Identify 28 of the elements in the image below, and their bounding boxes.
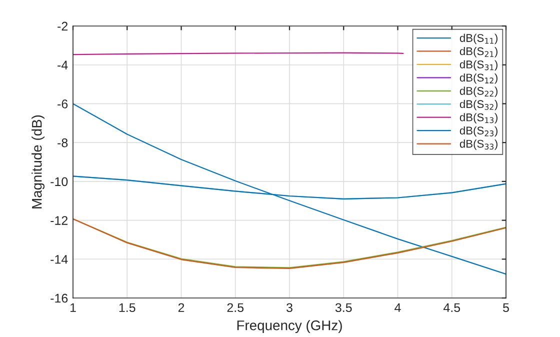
- legend-label: dB(S$_{31}$): [460, 60, 498, 71]
- y-axis-title: Magnitude (dB): [32, 115, 45, 208]
- legend-label: dB(S$_{13}$): [460, 113, 498, 124]
- x-tick-label: 3: [286, 303, 292, 312]
- legend-label: dB(S$_{23}$): [460, 126, 498, 137]
- x-tick-label: 2.5: [227, 303, 244, 312]
- y-tick-label: -10: [50, 177, 68, 186]
- x-tick-label: 1.5: [119, 303, 136, 312]
- y-tick-label: -12: [50, 216, 68, 225]
- y-tick-label: -2: [58, 22, 68, 31]
- y-tick-label: -14: [50, 255, 68, 264]
- legend-label: dB(S$_{22}$): [460, 86, 498, 98]
- legend-label: dB(S$_{21}$): [460, 47, 498, 58]
- x-axis-title: Frequency (GHz): [237, 320, 342, 334]
- y-tick-label: -4: [58, 60, 68, 70]
- y-tick-label: -6: [58, 100, 68, 108]
- legend-label: dB(S$_{11}$): [460, 34, 498, 44]
- x-tick-label: 1: [70, 303, 76, 312]
- x-tick-label: 2: [178, 303, 184, 312]
- y-tick-label: -16: [50, 294, 68, 303]
- legend-label: dB(S$_{33}$): [460, 140, 498, 150]
- x-tick-label: 4.5: [443, 303, 460, 312]
- x-tick-label: 3.5: [335, 303, 352, 312]
- x-tick-label: 5: [503, 303, 509, 312]
- y-tick-label: -8: [58, 138, 68, 148]
- x-tick-label: 4: [394, 303, 401, 312]
- legend-label: dB(S$_{12}$): [460, 73, 498, 84]
- legend-label: dB(S$_{32}$): [460, 100, 498, 110]
